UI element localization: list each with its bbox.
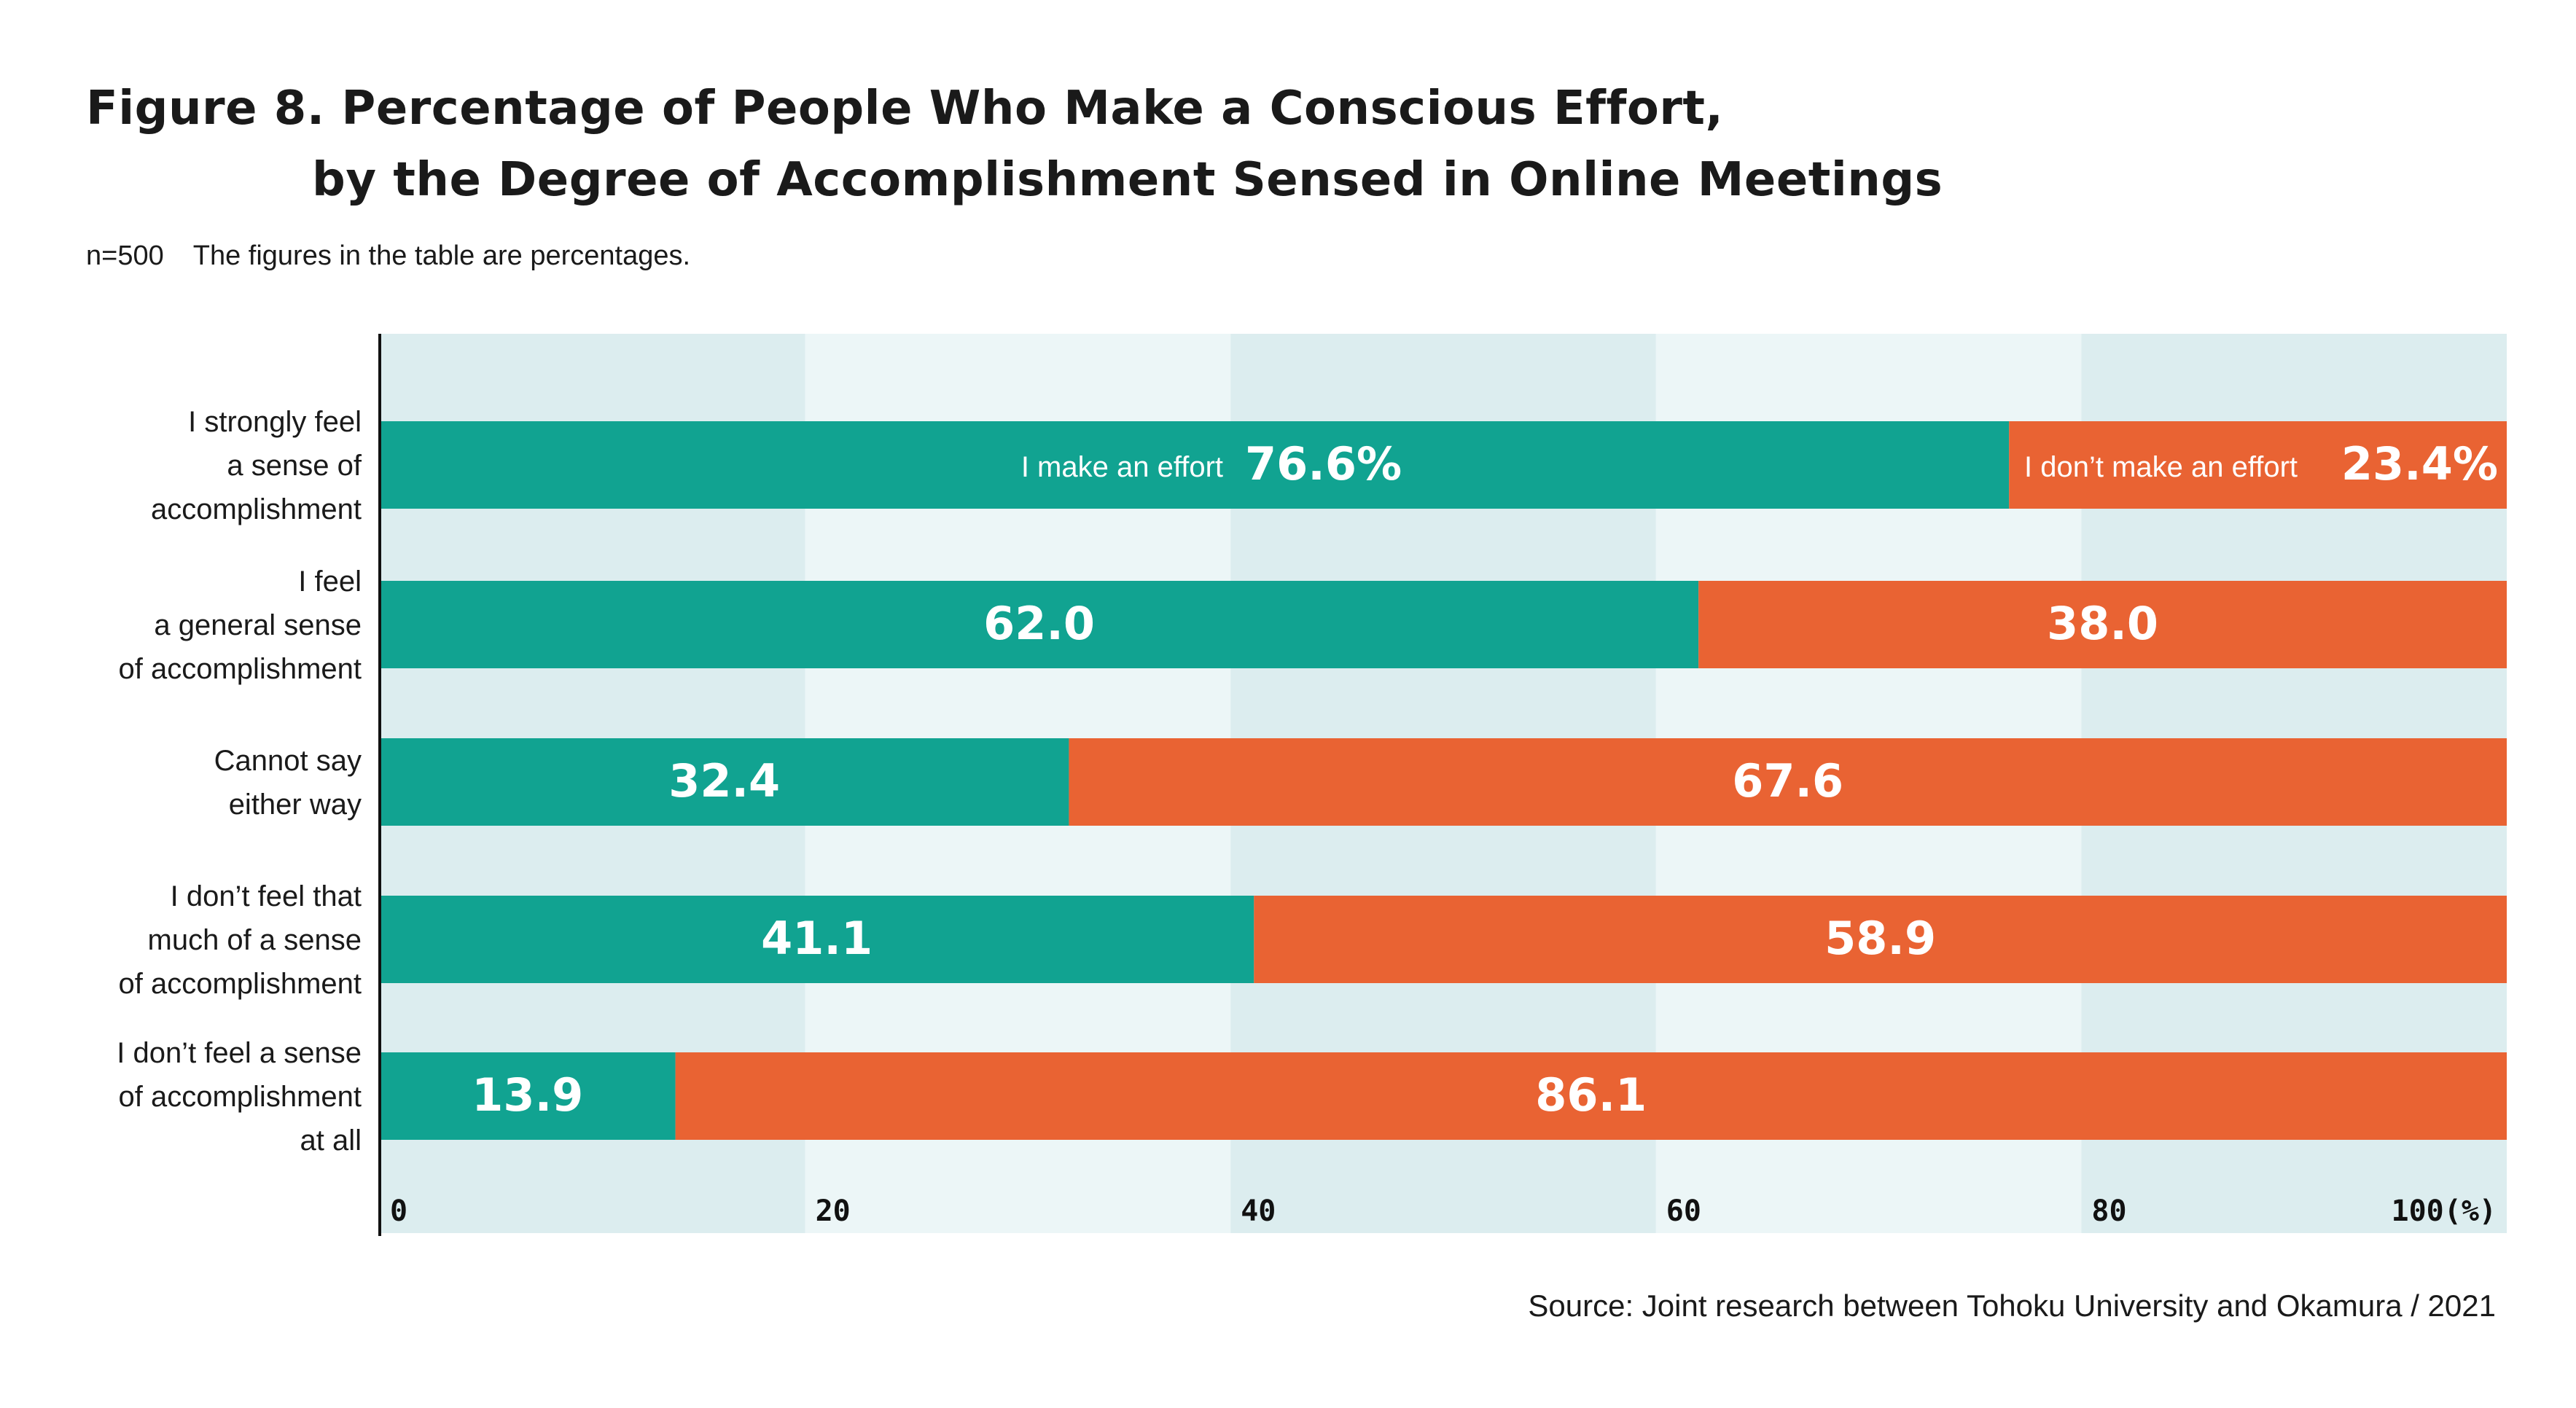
value-label-effort: 13.9 [472,1068,583,1122]
bar-no-effort [1698,581,2507,668]
bar-no-effort [1254,896,2507,983]
bar-effort [381,1052,676,1140]
category-label: either way [229,789,362,821]
bar-effort [381,738,1069,826]
value-label-no-effort: 38.0 [2047,597,2158,650]
category-label: I don’t feel that [171,880,362,912]
bar-no-effort [1069,738,2507,826]
category-label: accomplishment [151,493,362,525]
value-label-effort: 76.6% [1245,437,1402,490]
legend-effort: I make an effort [1021,451,1223,483]
bar-effort [381,581,1699,668]
category-label: I feel [298,566,362,598]
bar-no-effort [675,1052,2507,1140]
bar-effort [381,896,1254,983]
category-label: much of a sense [148,924,362,956]
chart-title-line-1: Figure 8. Percentage of People Who Make … [86,82,1724,136]
subtitle-note: The figures in the table are percentages… [192,240,691,271]
chart-title: Figure 8. Percentage of People Who Make … [86,73,1943,216]
x-tick-label: 40 [1241,1194,1276,1228]
value-label-no-effort: 23.4% [2341,437,2498,490]
category-label: of accomplishment [119,653,362,685]
value-label-no-effort: 86.1 [1535,1068,1647,1122]
category-label: at all [300,1125,362,1157]
value-label-effort: 62.0 [983,597,1095,650]
category-label: Cannot say [214,745,362,777]
category-label: a general sense [154,609,362,641]
value-label-effort: 32.4 [668,754,780,807]
x-tick-label: 80 [2091,1194,2126,1228]
category-label: I strongly feel [188,406,362,438]
x-tick-label: 0 [390,1194,407,1228]
category-label: of accomplishment [119,1081,362,1113]
chart-subtitle: n=500 The figures in the table are percen… [86,240,690,272]
bar-no-effort [2009,421,2507,509]
category-label: I don’t feel a sense [117,1037,362,1069]
x-tick-label: 100(%) [2392,1194,2497,1228]
source-note: Source: Joint research between Tohoku Un… [1528,1288,2496,1323]
value-label-no-effort: 58.9 [1824,912,1936,965]
value-label-effort: 41.1 [761,912,873,965]
legend-no-effort: I don’t make an effort [2024,451,2298,483]
category-label: a sense of [227,450,362,482]
category-label: of accomplishment [119,968,362,1000]
x-tick-label: 60 [1666,1194,1701,1228]
chart-title-line-2: by the Degree of Accomplishment Sensed i… [312,153,1943,207]
x-tick-label: 20 [816,1194,851,1228]
sample-size: n=500 [86,240,164,271]
bar-effort [381,421,2010,509]
value-label-no-effort: 67.6 [1732,754,1843,807]
